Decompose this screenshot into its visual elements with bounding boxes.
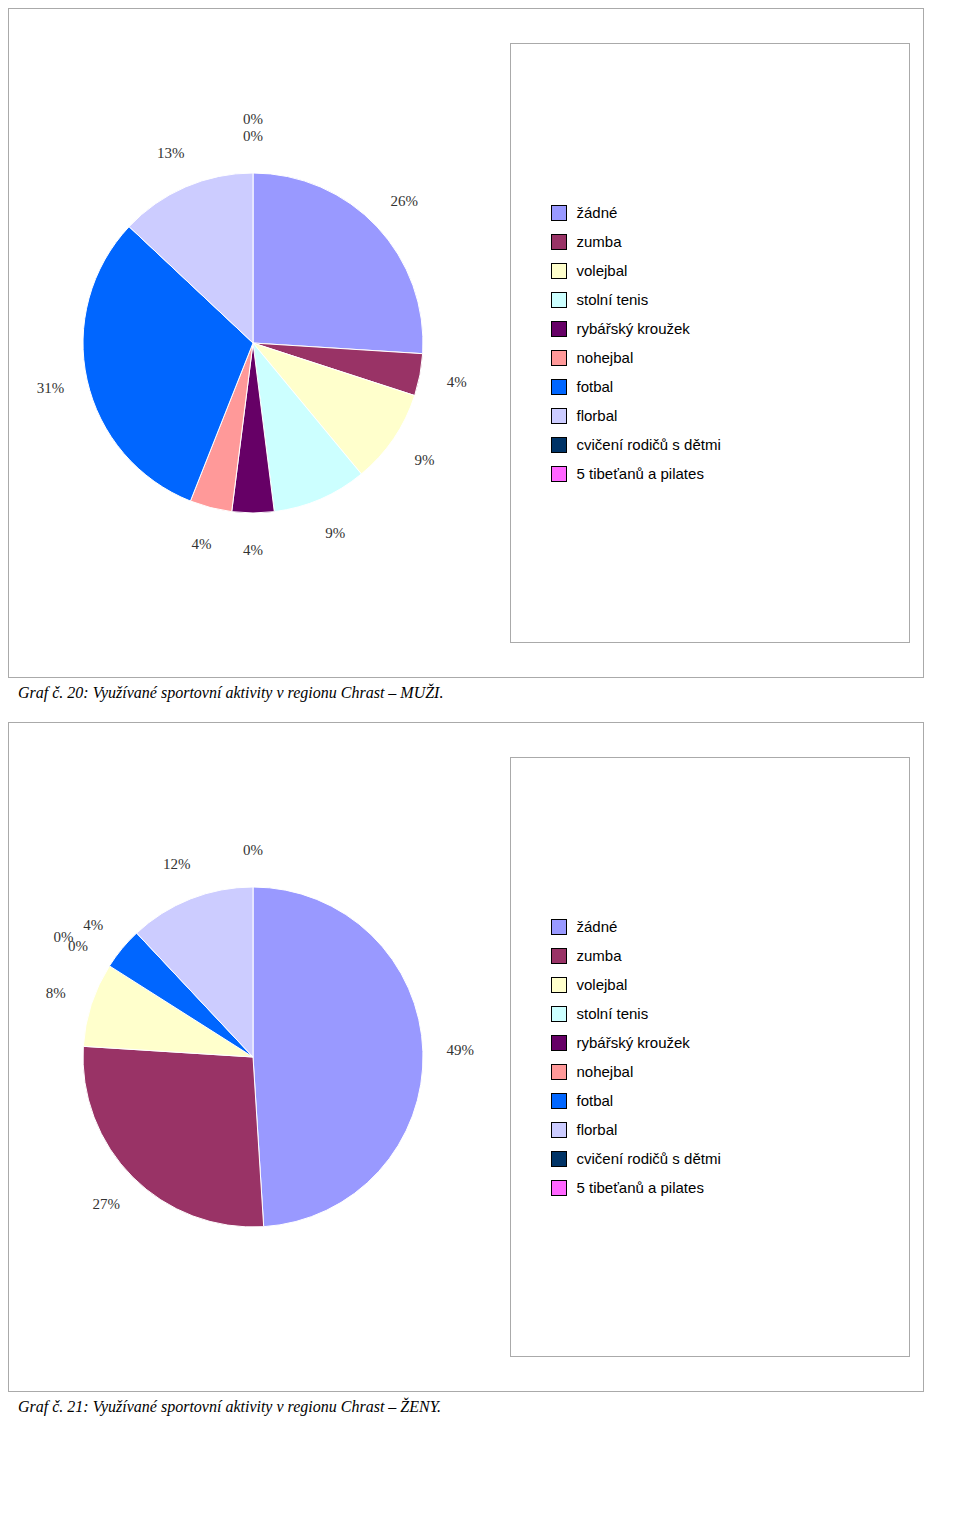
- svg-text:9%: 9%: [325, 525, 345, 541]
- html-text:florbal: florbal: [576, 1121, 618, 1138]
- svg-text:0%: 0%: [243, 111, 263, 127]
- svg-text:0%: 0%: [67, 937, 88, 954]
- html-text:cvičení rodičů s dětmi: cvičení rodičů s dětmi: [576, 1150, 721, 1167]
- html-text:rybářský kroužek: rybářský kroužek: [576, 1034, 690, 1051]
- svg-text:4%: 4%: [83, 917, 103, 933]
- svg-text:0%: 0%: [243, 128, 263, 144]
- svg-text:9%: 9%: [414, 452, 434, 468]
- svg-text:4%: 4%: [243, 542, 263, 558]
- html-text:florbal: florbal: [576, 407, 618, 424]
- html-text:5 tibeťanů a pilates: 5 tibeťanů a pilates: [576, 1179, 704, 1196]
- svg-text:49%: 49%: [446, 1042, 474, 1058]
- svg-text:0%: 0%: [53, 929, 73, 945]
- svg-text:27%: 27%: [92, 1196, 120, 1212]
- svg-text:4%: 4%: [446, 374, 466, 390]
- svg-text:26%: 26%: [390, 193, 418, 209]
- html-text:5 tibeťanů a pilates: 5 tibeťanů a pilates: [576, 465, 704, 482]
- svg-text:12%: 12%: [162, 856, 190, 872]
- svg-text:8%: 8%: [45, 985, 65, 1001]
- html-text:volejbal: volejbal: [576, 262, 628, 279]
- svg-text:0%: 0%: [243, 842, 263, 858]
- svg-text:4%: 4%: [191, 536, 211, 552]
- html-text:stolní tenis: stolní tenis: [576, 291, 649, 308]
- html-text:nohejbal: nohejbal: [576, 1063, 634, 1080]
- html-text:cvičení rodičů s dětmi: cvičení rodičů s dětmi: [576, 436, 721, 453]
- html-text:Graf č. 20: Využívané sportovn: Graf č. 20: Využívané sportovní aktivity…: [18, 684, 444, 701]
- html-text:fotbal: fotbal: [576, 1092, 614, 1109]
- svg-text:13%: 13%: [156, 145, 184, 161]
- svg-text:31%: 31%: [36, 380, 64, 396]
- html-text:žádné: žádné: [576, 204, 618, 221]
- html-text:Graf č. 21: Využívané sportovn: Graf č. 21: Využívané sportovní aktivity…: [18, 1398, 442, 1415]
- html-text:fotbal: fotbal: [576, 378, 614, 395]
- html-text:žádné: žádné: [576, 918, 618, 935]
- html-text:zumba: zumba: [576, 947, 622, 964]
- html-text:nohejbal: nohejbal: [576, 349, 634, 366]
- html-text:stolní tenis: stolní tenis: [576, 1005, 649, 1022]
- html-text:volejbal: volejbal: [576, 976, 628, 993]
- html-text:rybářský kroužek: rybářský kroužek: [576, 320, 690, 337]
- html-text:zumba: zumba: [576, 233, 622, 250]
